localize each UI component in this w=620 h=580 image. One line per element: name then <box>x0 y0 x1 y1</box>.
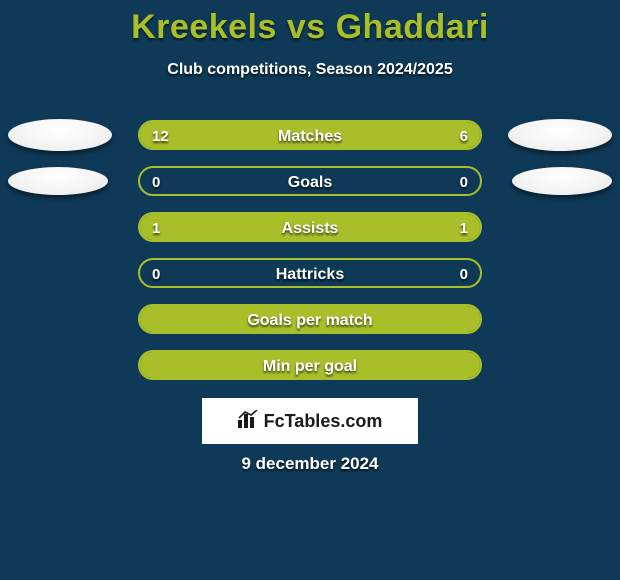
stat-rows: 126Matches00Goals11Assists00HattricksGoa… <box>0 120 620 396</box>
stat-bar-track: 126Matches <box>138 120 482 150</box>
stat-value-left: 1 <box>152 214 160 242</box>
stat-label: Goals <box>140 168 480 196</box>
branding-bar: FcTables.com <box>202 398 418 444</box>
infographic-date: 9 december 2024 <box>0 454 620 474</box>
stat-label: Hattricks <box>140 260 480 288</box>
stat-bar-track: Min per goal <box>138 350 482 380</box>
stat-value-left: 12 <box>152 122 169 150</box>
stat-row: Goals per match <box>0 304 620 334</box>
stat-value-left: 0 <box>152 260 160 288</box>
page-subtitle: Club competitions, Season 2024/2025 <box>0 61 620 79</box>
player-photo-right <box>512 167 612 195</box>
stat-bar-track: 0 0Hattricks <box>138 258 482 288</box>
page-title: Kreekels vs Ghaddari <box>0 0 620 47</box>
stat-value-right: 0 <box>460 168 468 196</box>
stat-row: 126Matches <box>0 120 620 150</box>
stat-row: 0 0Goals <box>0 166 620 196</box>
stat-bar-fill-left <box>140 352 480 378</box>
player-photo-right <box>508 119 612 151</box>
stat-value-right: 1 <box>460 214 468 242</box>
stat-bar-fill-left <box>140 214 310 240</box>
stat-bar-fill-left <box>140 306 480 332</box>
stat-value-left: 0 <box>152 168 160 196</box>
stat-bar-track: 11Assists <box>138 212 482 242</box>
branding-text: FcTables.com <box>264 411 383 432</box>
stat-bar-fill-left <box>140 122 367 148</box>
stat-bar-track: Goals per match <box>138 304 482 334</box>
player-photo-left <box>8 167 108 195</box>
player-photo-left <box>8 119 112 151</box>
bar-chart-icon <box>238 410 258 433</box>
stat-row: 11Assists <box>0 212 620 242</box>
stat-row: 0 0Hattricks <box>0 258 620 288</box>
stat-bar-track: 0 0Goals <box>138 166 482 196</box>
stat-value-right: 0 <box>460 260 468 288</box>
stat-bar-fill-right <box>310 214 480 240</box>
stat-row: Min per goal <box>0 350 620 380</box>
infographic-root: Kreekels vs Ghaddari Club competitions, … <box>0 0 620 580</box>
stat-value-right: 6 <box>460 122 468 150</box>
